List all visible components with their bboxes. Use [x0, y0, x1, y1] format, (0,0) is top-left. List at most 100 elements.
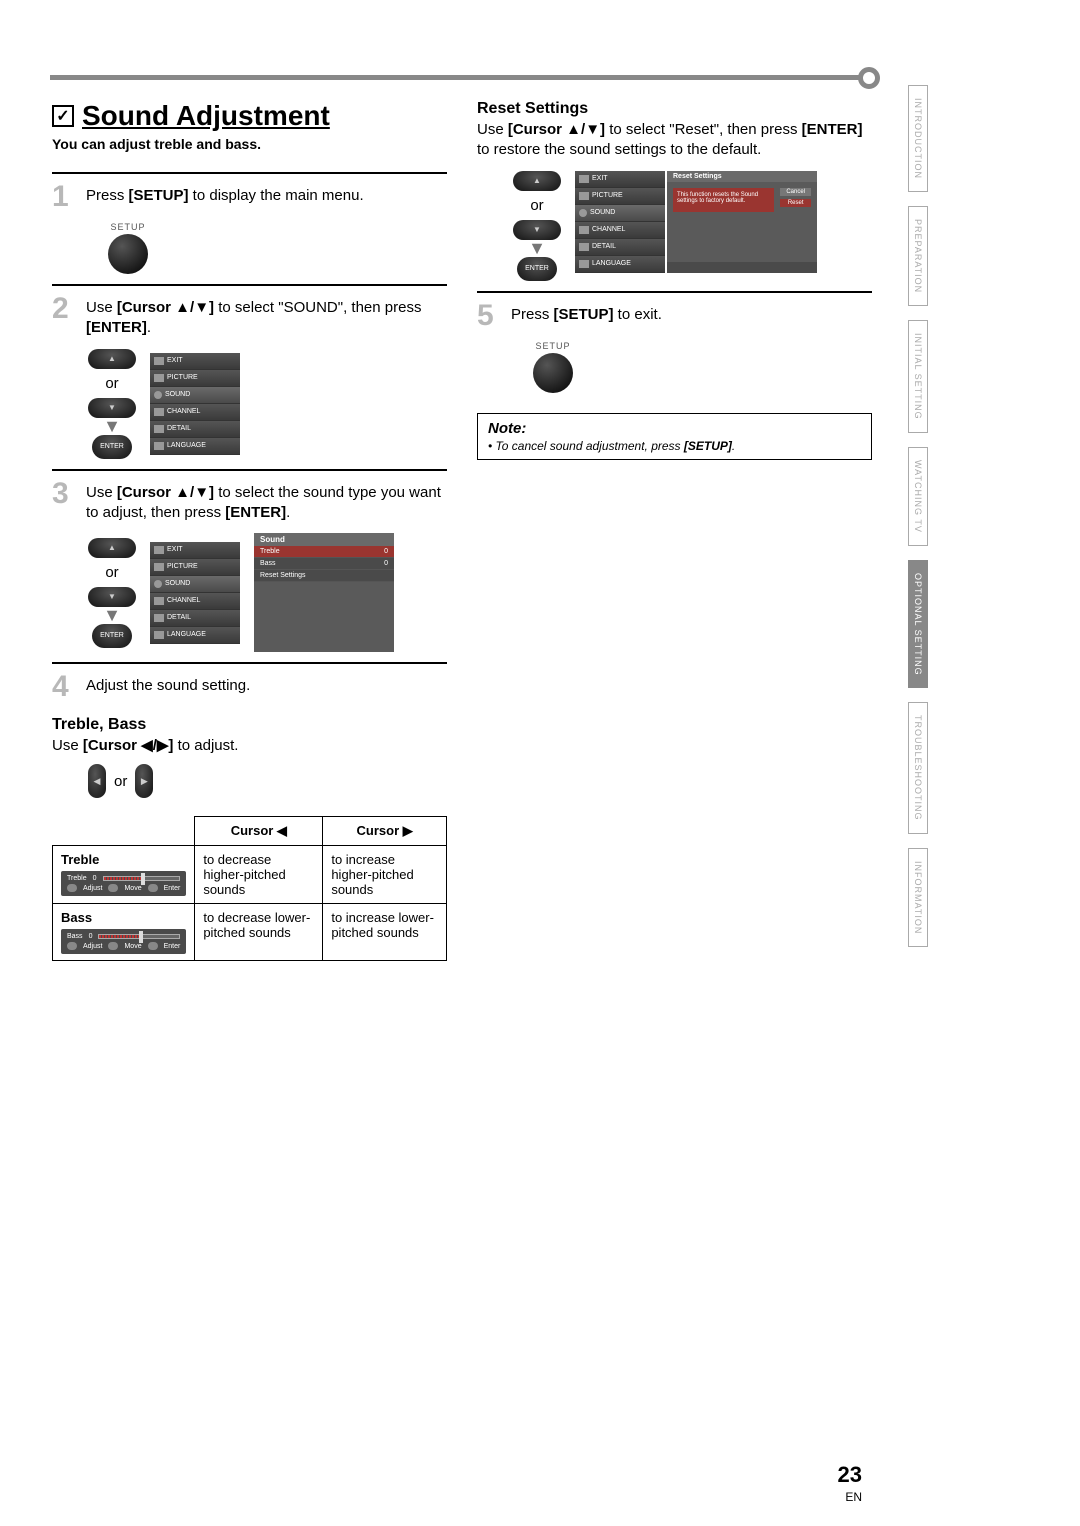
step-5-num: 5 [477, 301, 501, 331]
treble-bass-kw: [Cursor ◀/▶] [83, 737, 174, 754]
side-tab-optional-setting: OPTIONAL SETTING [908, 560, 928, 689]
osd-move-label: Move [124, 885, 141, 892]
page-language: EN [845, 1490, 862, 1504]
check-icon [52, 105, 74, 127]
menu-sound-label-3: SOUND [165, 580, 190, 587]
step-2: 2 Use [Cursor ▲/▼] to select "SOUND", th… [52, 294, 447, 339]
reset-panel-wrap: or ▼ ENTER EXIT PICTURE SOUND CHANNEL DE… [513, 171, 872, 281]
reset-settings-panel: Reset Settings This function resets the … [667, 171, 817, 273]
menu-language-label: LANGUAGE [167, 442, 206, 449]
menu-detail-label: DETAIL [167, 425, 191, 432]
osd-move-label-2: Move [124, 943, 141, 950]
language-icon-3 [154, 631, 164, 639]
menu-sound-label-r: SOUND [590, 209, 615, 216]
side-tab-information: INFORMATION [908, 848, 928, 947]
step-4-text: Adjust the sound setting. [86, 672, 447, 702]
table-cell-bass-right: to increase lower-pitched sounds [323, 904, 447, 961]
menu-detail-label-r: DETAIL [592, 243, 616, 250]
step-3-text: Use [Cursor ▲/▼] to select the sound typ… [86, 479, 447, 524]
cursor-left-icon [88, 764, 106, 798]
side-tab-preparation: PREPARATION [908, 206, 928, 306]
detail-icon-r [579, 243, 589, 251]
table-cell-treble-label: Treble Treble0 AdjustMoveEnter [53, 846, 195, 904]
right-column: Reset Settings Use [Cursor ▲/▼] to selec… [477, 100, 872, 961]
treble-bass-post: to adjust. [173, 737, 238, 754]
or-text-3: or [105, 564, 118, 581]
setup-button-block-1: SETUP [88, 222, 168, 274]
reset-right-panels: EXIT PICTURE SOUND CHANNEL DETAIL LANGUA… [575, 171, 817, 273]
step-1: 1 Press [SETUP] to display the main menu… [52, 182, 447, 212]
menu-language-3: LANGUAGE [150, 627, 240, 644]
menu-channel-label-r: CHANNEL [592, 226, 625, 233]
osd-btn-icon-1 [67, 884, 77, 892]
reset-heading: Reset Settings [477, 100, 872, 118]
step-3-pre: Use [86, 484, 117, 501]
or-text-2: or [105, 375, 118, 392]
cursor-group-3: or ▼ ENTER EXIT PICTURE SOUND CHANNEL DE… [88, 533, 447, 652]
arrow-indicator-2: ▼ [103, 422, 121, 431]
menu-picture-label: PICTURE [167, 374, 198, 381]
table-cell-bass-label: Bass Bass0 AdjustMoveEnter [53, 904, 195, 961]
setup-button-icon-5 [533, 353, 573, 393]
step4-divider [52, 662, 447, 664]
exit-icon-3 [154, 546, 164, 554]
menu-exit: EXIT [150, 353, 240, 370]
step-2-text: Use [Cursor ▲/▼] to select "SOUND", then… [86, 294, 447, 339]
step2-divider [52, 284, 447, 286]
language-icon-r [579, 260, 589, 268]
step-2-kw: [Cursor ▲/▼] [117, 299, 214, 316]
sound-icon [154, 391, 162, 399]
cursor-up-icon [88, 349, 136, 369]
menu-detail: DETAIL [150, 421, 240, 438]
page-title: Sound Adjustment [82, 100, 330, 132]
sound-icon-3 [154, 580, 162, 588]
menu-channel: CHANNEL [150, 404, 240, 421]
osd-slider-icon-2 [98, 934, 180, 939]
step-5-post: to exit. [614, 306, 662, 323]
osd-bass-label: Bass [67, 933, 83, 940]
setup-label-1: SETUP [88, 222, 168, 232]
step-1-text: Press [SETUP] to display the main menu. [86, 182, 447, 212]
arrow-indicator-reset: ▼ [528, 244, 546, 253]
sound-row-bass-label: Bass [260, 560, 276, 567]
menu-exit-label-r: EXIT [592, 175, 608, 182]
language-icon [154, 442, 164, 450]
menu-sound: SOUND [150, 387, 240, 404]
cursor-down-icon [88, 398, 136, 418]
step-4-num: 4 [52, 672, 76, 702]
menu-channel-label-3: CHANNEL [167, 597, 200, 604]
left-column: Sound Adjustment You can adjust treble a… [52, 100, 447, 961]
reset-kw: [Cursor ▲/▼] [508, 121, 605, 138]
osd-treble-val: 0 [93, 875, 97, 882]
sound-row-treble: Treble0 [254, 546, 394, 558]
step3-divider [52, 469, 447, 471]
or-text-reset: or [530, 197, 543, 214]
step1-divider [52, 172, 447, 174]
osd-bar-treble: Treble0 AdjustMoveEnter [61, 871, 186, 896]
step-3-num: 3 [52, 479, 76, 524]
osd-btn-icon-4 [67, 942, 77, 950]
step-1-pre: Press [86, 187, 129, 204]
menu-exit-label-3: EXIT [167, 546, 183, 553]
sound-icon-r [579, 209, 587, 217]
menu-language: LANGUAGE [150, 438, 240, 455]
enter-button-icon-reset: ENTER [517, 257, 557, 281]
enter-button-icon-3: ENTER [92, 624, 132, 648]
reset-cancel-button: Cancel [780, 188, 811, 196]
cursor-down-icon-3 [88, 587, 136, 607]
note-kw: [SETUP] [684, 439, 732, 453]
sound-row-reset: Reset Settings [254, 570, 394, 582]
table-header-right: Cursor ▶ [323, 817, 447, 846]
side-tabs: INTRODUCTION PREPARATION INITIAL SETTING… [908, 85, 928, 947]
osd-treble-label: Treble [67, 875, 87, 882]
step-5-text: Press [SETUP] to exit. [511, 301, 872, 331]
reset-panel-text: This function resets the Sound settings … [673, 188, 774, 212]
cursor-down-icon-reset [513, 220, 561, 240]
exit-icon-r [579, 175, 589, 183]
exit-icon [154, 357, 164, 365]
menu-detail-3: DETAIL [150, 610, 240, 627]
osd-enter-label-2: Enter [164, 943, 181, 950]
menu-language-label-r: LANGUAGE [592, 260, 631, 267]
side-tab-initial-setting: INITIAL SETTING [908, 320, 928, 433]
side-tab-watching-tv: WATCHING TV [908, 447, 928, 546]
